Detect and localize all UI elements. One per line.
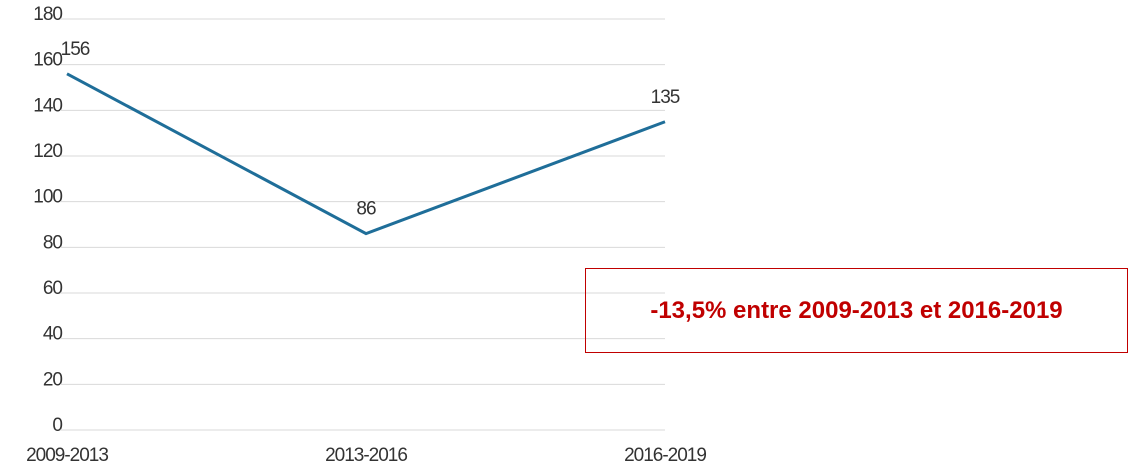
y-tick-label: 80 [43, 232, 63, 253]
y-tick-label: 0 [52, 415, 62, 436]
y-tick-label: 180 [33, 4, 62, 25]
data-label: 86 [356, 199, 376, 220]
y-tick-label: 40 [43, 324, 63, 345]
y-tick-label: 100 [33, 187, 62, 208]
y-tick-label: 140 [33, 95, 62, 116]
x-tick-label: 2009-2013 [26, 445, 108, 466]
x-tick-label: 2013-2016 [325, 445, 407, 466]
y-tick-label: 120 [33, 141, 62, 162]
line [66, 72, 666, 236]
data-label: 156 [61, 39, 90, 60]
y-tick-label: 20 [43, 369, 63, 390]
y-tick-label: 60 [43, 278, 63, 299]
x-tick-label: 2016-2019 [624, 445, 706, 466]
annotation-box: -13,5% entre 2009-2013 et 2016-2019 [585, 268, 1128, 353]
data-label: 135 [651, 87, 680, 108]
annotation: -13,5% entre 2009-2013 et 2016-2019 [650, 297, 1063, 324]
y-tick-label: 160 [33, 50, 62, 71]
